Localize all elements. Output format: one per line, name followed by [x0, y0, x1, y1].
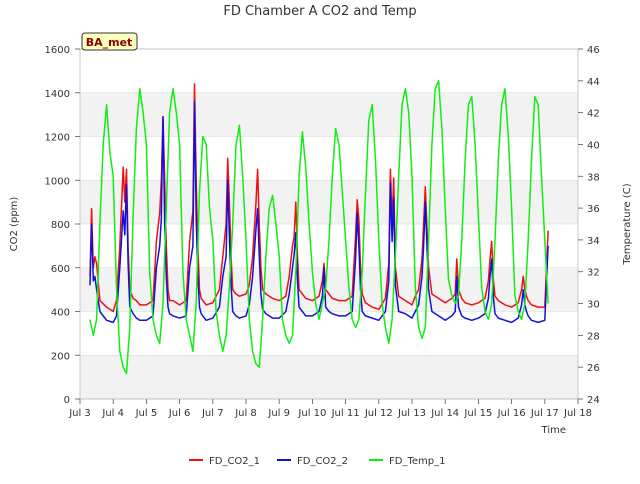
y-right-tick-label: 38 — [587, 172, 600, 183]
y-axis-left-label: CO2 (ppm) — [9, 197, 20, 252]
y-right-tick-label: 28 — [587, 331, 600, 342]
x-tick-label: Jul 6 — [168, 408, 191, 419]
plot-band — [80, 180, 578, 224]
badge-label: BA_met — [86, 36, 133, 49]
y-right-tick-label: 46 — [587, 45, 600, 56]
legend-label: FD_Temp_1 — [389, 456, 445, 467]
badge: BA_met — [81, 32, 138, 51]
x-tick-label: Jul 18 — [563, 408, 592, 419]
x-tick-label: Jul 4 — [101, 408, 124, 419]
y-right-tick-label: 32 — [587, 268, 600, 279]
y-left-tick-label: 1200 — [45, 133, 70, 144]
y-axis-left: 0 200 400 600 800 1000 1200 1400 1600 — [45, 45, 80, 406]
x-tick-label: Jul 3 — [68, 408, 91, 419]
plot-band — [80, 49, 578, 93]
plot-band — [80, 355, 578, 399]
y-left-tick-label: 1600 — [45, 45, 70, 56]
y-right-tick-label: 42 — [587, 109, 600, 120]
plot-band — [80, 136, 578, 181]
y-right-tick-label: 36 — [587, 204, 600, 215]
x-tick-label: Jul 9 — [267, 408, 290, 419]
x-tick-label: Jul 14 — [430, 408, 459, 419]
x-axis: Jul 3 Jul 4 Jul 5 Jul 6 Jul 7 Jul 8 Jul 9 Jul 1… — [68, 399, 592, 419]
legend: FD_CO2_1 FD_CO2_2 FD_Temp_1 — [189, 456, 445, 467]
y-right-tick-label: 44 — [587, 77, 600, 88]
y-axis-right: 24 26 28 30 32 34 36 38 40 42 44 46 — [578, 45, 600, 406]
x-tick-label: Jul 15 — [463, 408, 492, 419]
x-axis-label: Time — [541, 425, 566, 436]
x-tick-label: Jul 10 — [297, 408, 326, 419]
y-right-tick-label: 26 — [587, 363, 600, 374]
x-tick-label: Jul 7 — [201, 408, 224, 419]
series-layer — [89, 80, 549, 375]
series-line-fd-co2-2 — [89, 100, 549, 324]
y-left-tick-label: 1400 — [45, 89, 70, 100]
y-right-tick-label: 24 — [587, 395, 600, 406]
x-tick-label: Jul 17 — [530, 408, 559, 419]
y-left-tick-label: 800 — [51, 220, 70, 231]
legend-label: FD_CO2_1 — [209, 456, 260, 467]
y-left-tick-label: 1000 — [45, 176, 70, 187]
badge-box — [81, 32, 138, 51]
legend-label: FD_CO2_2 — [297, 456, 348, 467]
chart-title: FD Chamber A CO2 and Temp — [223, 4, 416, 19]
y-axis-right-label: Temperature (C) — [622, 183, 633, 265]
x-tick-label: Jul 13 — [397, 408, 426, 419]
x-tick-label: Jul 16 — [497, 408, 526, 419]
y-left-tick-label: 400 — [51, 308, 70, 319]
y-right-tick-label: 40 — [587, 140, 600, 151]
y-left-tick-label: 0 — [64, 395, 70, 406]
x-tick-label: Jul 5 — [135, 408, 158, 419]
x-tick-label: Jul 11 — [331, 408, 360, 419]
y-right-tick-label: 30 — [587, 300, 600, 311]
plot-band — [80, 311, 578, 356]
y-left-tick-label: 200 — [51, 351, 70, 362]
y-left-tick-label: 600 — [51, 264, 70, 275]
x-tick-label: Jul 8 — [234, 408, 257, 419]
x-tick-label: Jul 12 — [364, 408, 393, 419]
series-line-fd-temp-1 — [89, 80, 549, 375]
y-right-tick-label: 34 — [587, 236, 600, 247]
